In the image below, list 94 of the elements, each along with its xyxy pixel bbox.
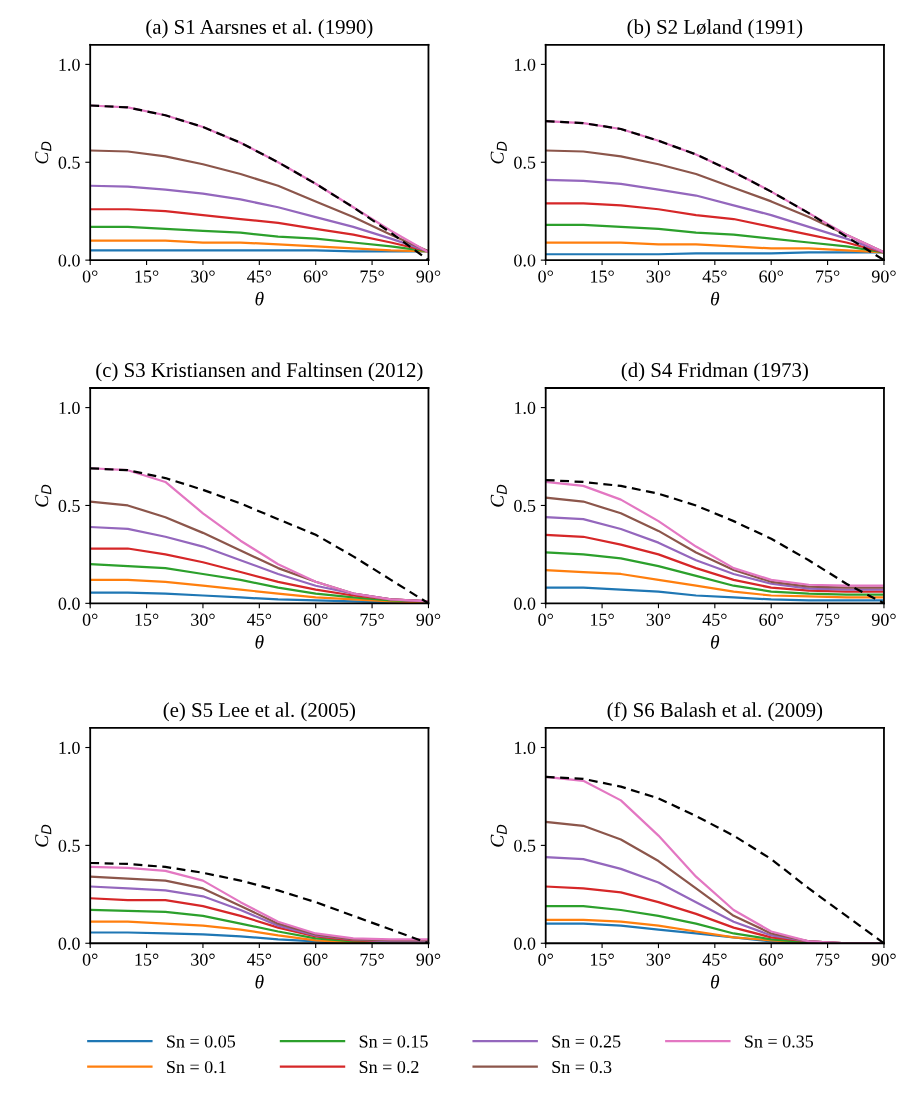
y-tick-label: 0.5 bbox=[514, 499, 536, 512]
x-tick-label: 15° bbox=[135, 270, 159, 283]
x-tick-label: 60° bbox=[759, 953, 783, 966]
x-axis-title: θ bbox=[711, 634, 720, 649]
line-series bbox=[545, 496, 884, 589]
x-tick-label: 15° bbox=[135, 613, 159, 626]
x-tick-label: 0° bbox=[82, 270, 98, 283]
y-tick-label: 1.0 bbox=[515, 401, 536, 415]
chart-title: (b) S2 Løland (1991) bbox=[627, 19, 803, 39]
y-tick-label: 1.0 bbox=[59, 741, 80, 755]
y-tick-label: 0.0 bbox=[514, 254, 536, 267]
x-tick-label: 90° bbox=[416, 270, 441, 283]
x-tick-label: 30° bbox=[646, 613, 671, 626]
x-tick-label: 30° bbox=[646, 270, 671, 283]
y-tick-label: 0.0 bbox=[58, 597, 80, 610]
y-tick-label: 0.5 bbox=[58, 499, 80, 512]
x-tick-label: 30° bbox=[191, 613, 215, 626]
x-tick-label: 75° bbox=[816, 613, 840, 626]
x-axis-title: θ bbox=[255, 634, 264, 649]
x-tick-label: 45° bbox=[247, 613, 272, 626]
chart-title: (d) S4 Fridman (1973) bbox=[621, 362, 808, 382]
x-tick-label: 75° bbox=[360, 953, 384, 966]
y-tick-label: 0.0 bbox=[58, 937, 80, 950]
x-tick-label: 30° bbox=[191, 953, 215, 966]
legend-label: Sn = 0.15 bbox=[359, 1035, 428, 1048]
y-tick-label: 0.0 bbox=[514, 937, 536, 950]
x-tick-label: 30° bbox=[646, 953, 671, 966]
x-axis-title: θ bbox=[255, 291, 264, 306]
y-tick-label: 0.5 bbox=[514, 839, 536, 852]
line-series bbox=[545, 178, 884, 254]
y-tick-label: 0.5 bbox=[58, 156, 80, 169]
x-tick-label: 60° bbox=[759, 613, 783, 626]
y-axis-title: C$_{D}$ bbox=[35, 824, 52, 847]
x-axis-title: θ bbox=[711, 291, 720, 306]
legend-label: Sn = 0.35 bbox=[745, 1035, 814, 1048]
line-series bbox=[545, 568, 884, 599]
chart-title: (f) S6 Balash et al. (2009) bbox=[607, 702, 823, 722]
x-tick-label: 45° bbox=[247, 270, 272, 283]
x-tick-label: 45° bbox=[702, 953, 727, 966]
y-tick-label: 0.0 bbox=[514, 597, 536, 610]
x-tick-label: 60° bbox=[759, 270, 783, 283]
x-tick-label: 60° bbox=[303, 270, 328, 283]
x-tick-label: 60° bbox=[303, 953, 328, 966]
x-tick-label: 45° bbox=[702, 613, 727, 626]
x-tick-label: 75° bbox=[816, 270, 840, 283]
y-axis-title: C$_{D}$ bbox=[35, 484, 52, 507]
legend-label: Sn = 0.1 bbox=[167, 1060, 226, 1074]
y-axis-title: C$_{D}$ bbox=[490, 484, 507, 507]
legend-label: Sn = 0.2 bbox=[359, 1060, 419, 1074]
line-series bbox=[545, 480, 884, 587]
x-tick-label: 15° bbox=[591, 613, 614, 626]
y-tick-label: 1.0 bbox=[59, 58, 80, 71]
x-tick-label: 0° bbox=[82, 953, 98, 966]
y-axis-title: C$_{D}$ bbox=[35, 141, 52, 164]
y-axis-title: C$_{D}$ bbox=[490, 824, 507, 847]
x-tick-label: 60° bbox=[303, 613, 328, 626]
x-tick-label: 0° bbox=[538, 270, 553, 283]
x-tick-label: 75° bbox=[816, 953, 840, 966]
x-tick-label: 30° bbox=[191, 270, 215, 283]
line-series bbox=[90, 149, 429, 253]
x-tick-label: 75° bbox=[360, 270, 384, 283]
x-tick-label: 45° bbox=[247, 953, 272, 966]
y-tick-label: 1.0 bbox=[515, 58, 536, 71]
x-tick-label: 90° bbox=[871, 613, 896, 626]
line-series bbox=[545, 551, 884, 596]
x-tick-label: 15° bbox=[591, 270, 614, 283]
line-series bbox=[545, 202, 884, 254]
x-axis-title: θ bbox=[711, 974, 720, 989]
x-tick-label: 45° bbox=[702, 270, 727, 283]
line-series bbox=[545, 533, 884, 593]
x-tick-label: 75° bbox=[360, 613, 384, 626]
chart-title: (a) S1 Aarsnes et al. (1990) bbox=[146, 19, 373, 39]
chart-title: (c) S3 Kristiansen and Faltinsen (2012) bbox=[96, 362, 423, 382]
y-tick-label: 0.5 bbox=[58, 839, 80, 852]
x-tick-label: 0° bbox=[82, 613, 98, 626]
y-axis-title: C$_{D}$ bbox=[490, 141, 507, 164]
y-tick-label: 1.0 bbox=[515, 741, 536, 755]
x-axis-title: θ bbox=[255, 974, 264, 989]
x-tick-label: 90° bbox=[871, 953, 896, 966]
legend-label: Sn = 0.3 bbox=[552, 1060, 612, 1074]
x-tick-label: 15° bbox=[135, 953, 159, 966]
x-tick-label: 90° bbox=[871, 270, 896, 283]
y-tick-label: 0.0 bbox=[58, 254, 80, 267]
legend-label: Sn = 0.25 bbox=[552, 1035, 621, 1048]
y-tick-label: 1.0 bbox=[59, 401, 80, 415]
x-tick-label: 0° bbox=[538, 613, 553, 626]
x-tick-label: 15° bbox=[591, 953, 614, 966]
chart-title: (e) S5 Lee et al. (2005) bbox=[163, 702, 356, 722]
x-tick-label: 0° bbox=[538, 953, 553, 966]
legend-label: Sn = 0.05 bbox=[167, 1035, 236, 1048]
line-series bbox=[545, 516, 884, 591]
y-tick-label: 0.5 bbox=[514, 156, 536, 169]
x-tick-label: 90° bbox=[416, 953, 441, 966]
x-tick-label: 90° bbox=[416, 613, 441, 626]
